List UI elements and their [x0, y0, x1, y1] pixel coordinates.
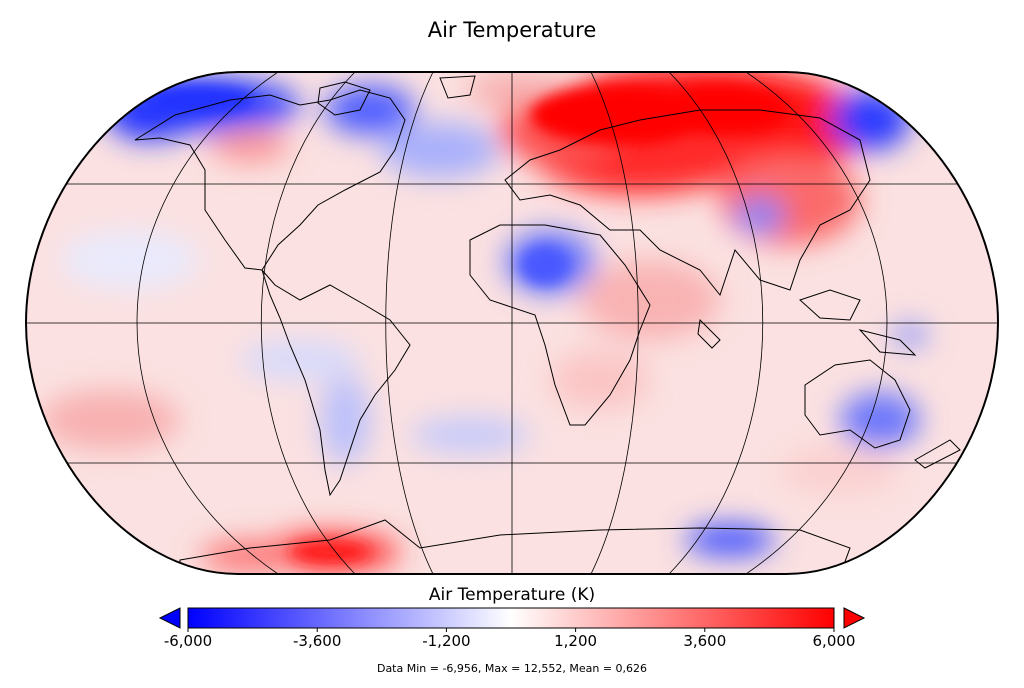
map-title: Air Temperature — [427, 18, 597, 42]
colorbar-gradient — [187, 607, 835, 629]
graticule — [26, 72, 998, 574]
colorbar-tick-label: 1,200 — [554, 632, 597, 650]
colorbar-tick-label: -1,200 — [422, 632, 470, 650]
colorbar-extend-low — [158, 607, 181, 629]
colorbar-ticks: -6,000 -3,600 -1,200 1,200 3,600 6,000 — [164, 628, 856, 650]
data-stats: Data Min = -6,956, Max = 12,552, Mean = … — [376, 662, 648, 675]
coastlines — [134, 75, 961, 574]
colorbar: -6,000 -3,600 -1,200 1,200 3,600 6,000 — [0, 600, 1024, 670]
map-border — [24, 71, 1000, 575]
colorbar-svg: -6,000 -3,600 -1,200 1,200 3,600 6,000 — [158, 607, 866, 650]
world-map — [24, 71, 1000, 575]
colorbar-extend-high — [843, 607, 866, 629]
colorbar-tick-label: 3,600 — [683, 632, 726, 650]
colorbar-title: Air Temperature (K) — [428, 585, 596, 605]
colorbar-tick-label: -6,000 — [164, 632, 212, 650]
colorbar-tick-label: -3,600 — [293, 632, 341, 650]
colorbar-tick-label: 6,000 — [813, 632, 856, 650]
map-area — [24, 71, 1000, 575]
